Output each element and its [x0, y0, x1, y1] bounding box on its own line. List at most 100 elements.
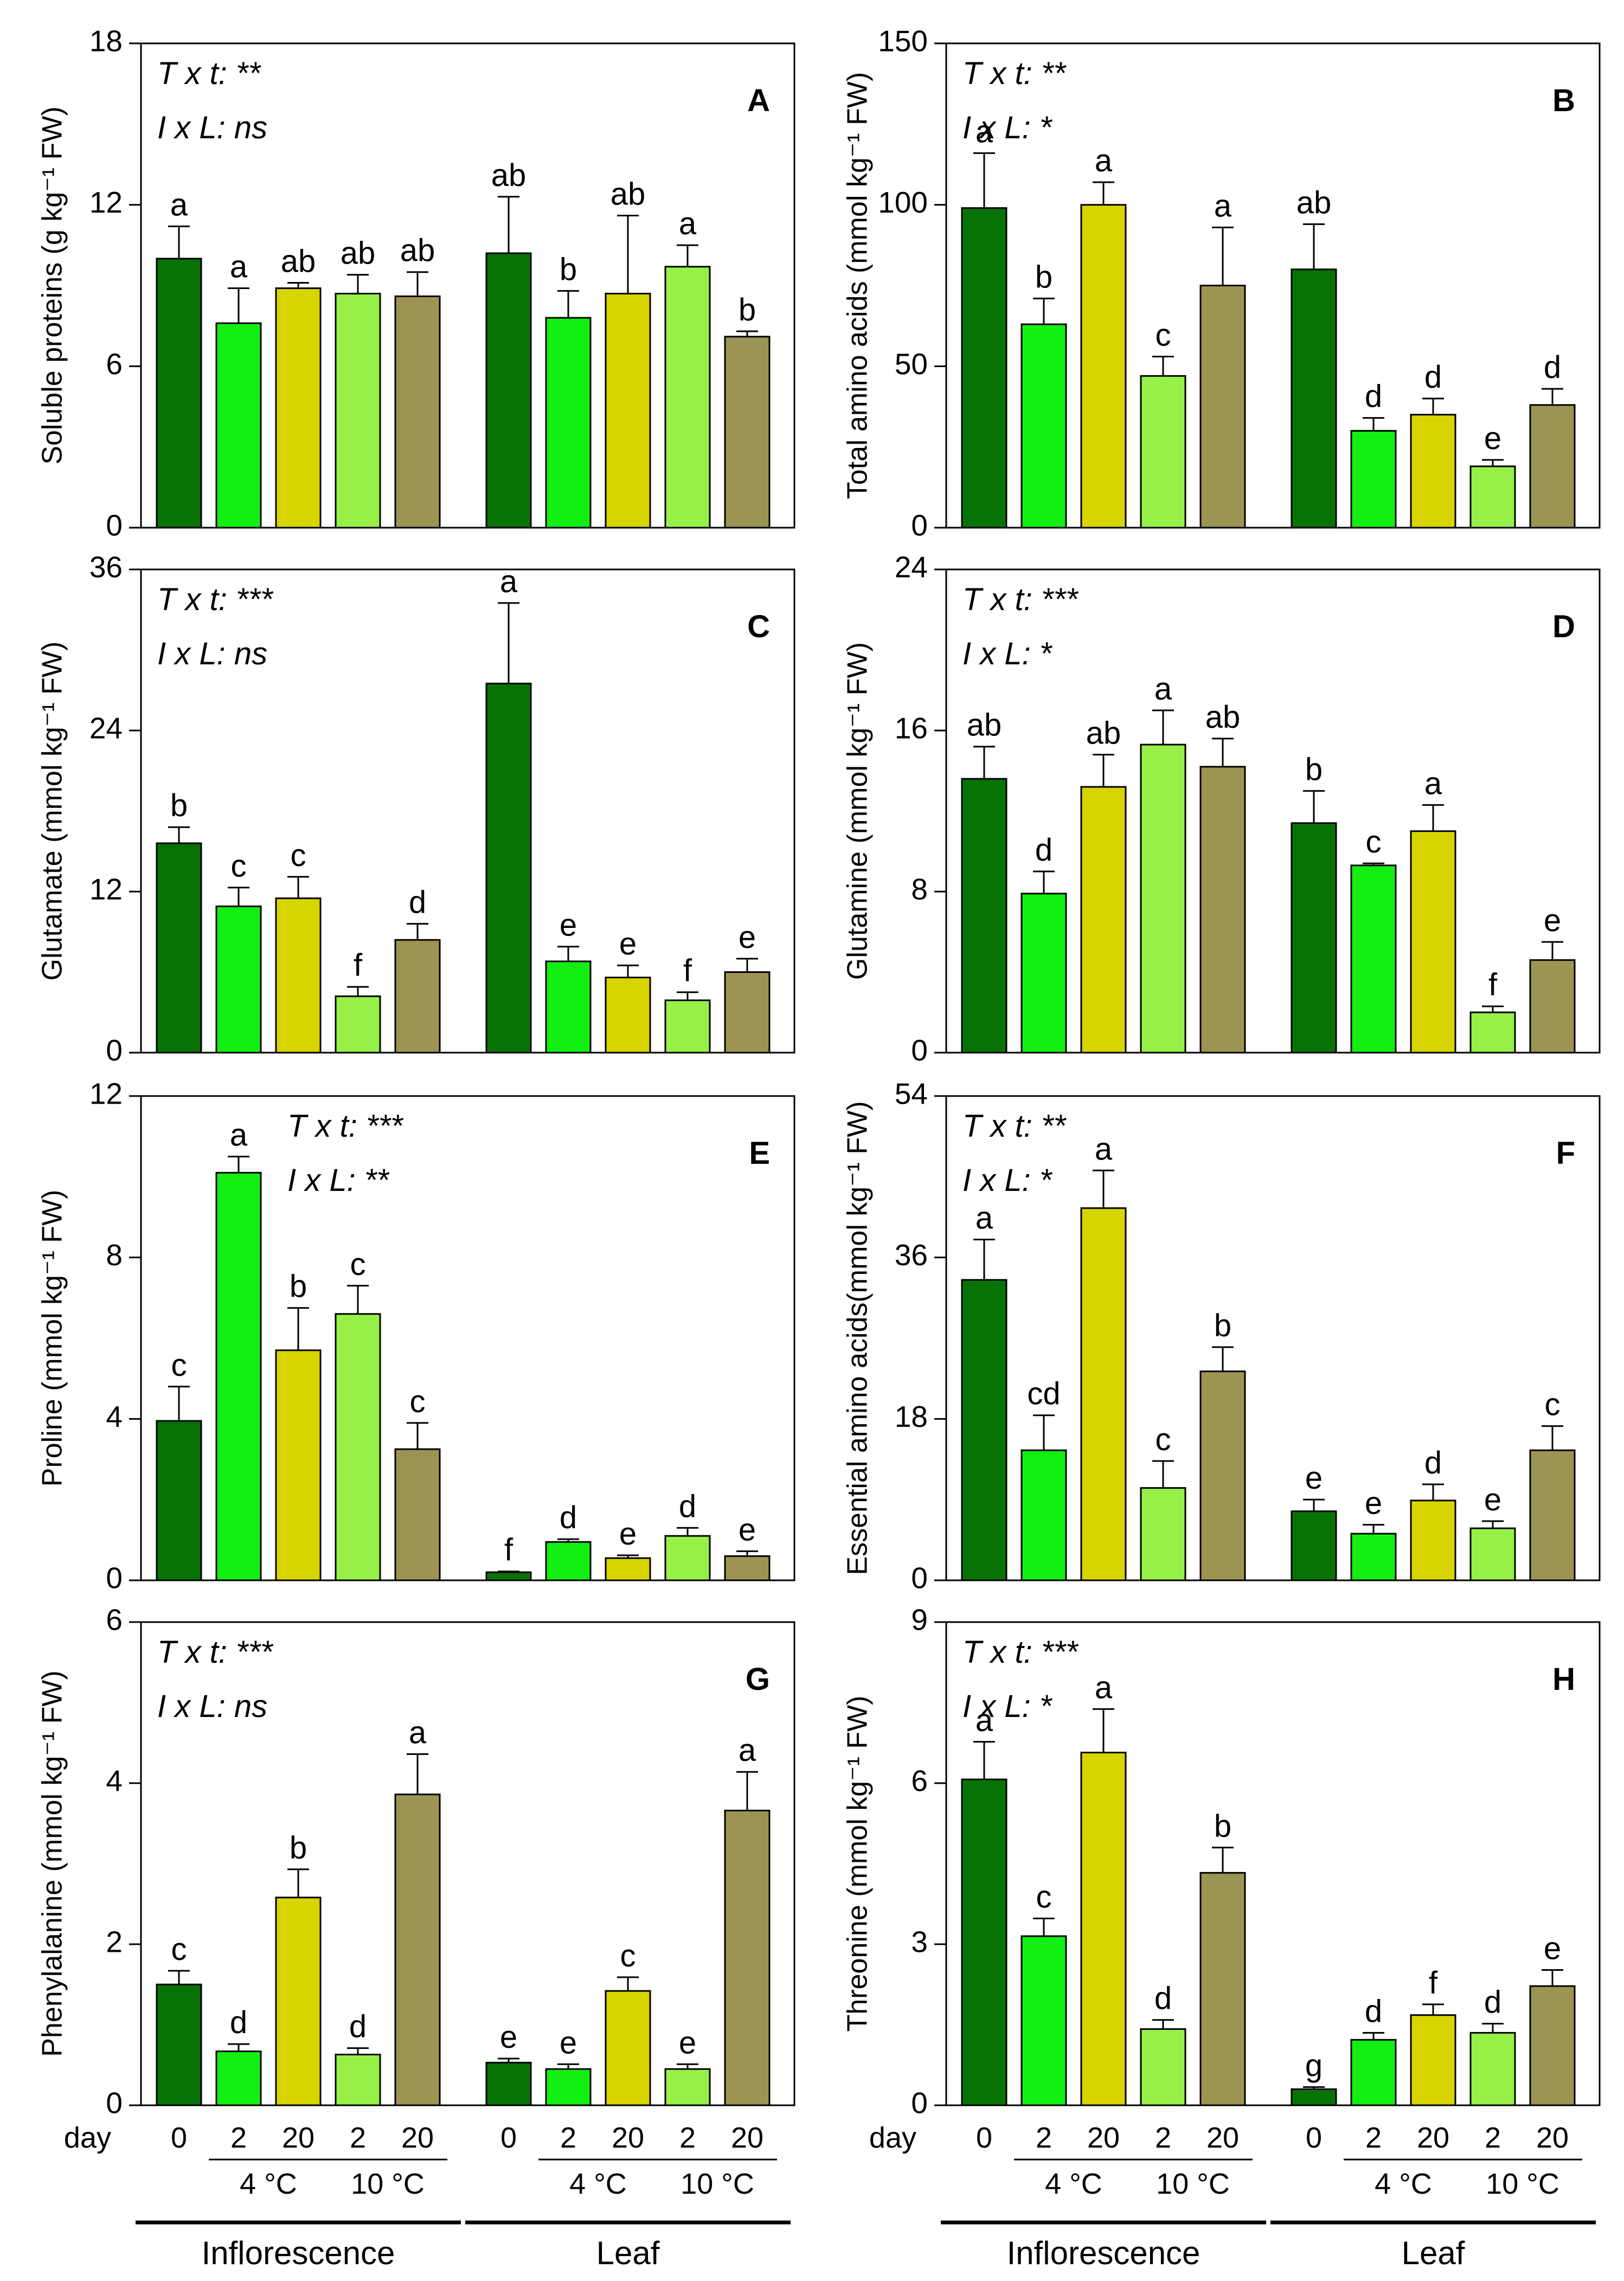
significance-letter: c: [350, 1247, 366, 1282]
bar: [664, 1535, 711, 1581]
bar: [156, 258, 202, 529]
bar: [1199, 1872, 1246, 2106]
bar: [1350, 2039, 1397, 2106]
significance-letter: e: [1484, 1482, 1501, 1517]
significance-letter: a: [170, 187, 188, 222]
plot-frame: [945, 1095, 1601, 1581]
significance-letter: e: [1365, 1485, 1382, 1521]
plot-frame: [140, 42, 795, 529]
bar: [1080, 1207, 1127, 1581]
bar: [275, 897, 322, 1054]
bar: [335, 2053, 381, 2106]
y-tick-label: 6: [106, 347, 123, 381]
significance-letter: c: [1036, 1879, 1052, 1914]
significance-letter: c: [231, 849, 247, 884]
temperature-label: 4 °C: [1375, 2168, 1432, 2200]
stat-annotation: I x L: **: [287, 1163, 390, 1198]
bar: [1199, 766, 1246, 1054]
bar: [545, 2068, 592, 2106]
significance-letter: a: [500, 564, 518, 599]
bar: [215, 1171, 262, 1581]
y-tick-label: 0: [911, 1034, 928, 1067]
plot-frame: [945, 1621, 1601, 2106]
x-axis-labels: day 0 2 20 2 20 4 °C 10 °C Inflorescence 0 2 20 2 20 4…: [869, 2122, 1596, 2271]
significance-letter: a: [975, 1703, 993, 1738]
significance-letter: d: [1365, 379, 1382, 414]
bar: [1140, 2028, 1186, 2106]
significance-letter: d: [1484, 1985, 1501, 2020]
bar: [1020, 1935, 1067, 2106]
y-axis-label: Proline (mmol kg⁻¹ FW): [37, 1190, 68, 1487]
significance-letter: b: [1305, 752, 1323, 787]
y-tick-label: 4: [106, 1400, 123, 1433]
day-tick-label: 0: [976, 2122, 992, 2154]
bar: [605, 1990, 651, 2106]
y-tick-label: 18: [895, 1400, 928, 1433]
bar: [664, 999, 711, 1054]
bar: [664, 2068, 711, 2106]
significance-letter: c: [1156, 1422, 1171, 1457]
significance-letter: e: [1544, 1931, 1561, 1966]
significance-letter: d: [1035, 832, 1052, 868]
significance-letter: e: [619, 926, 637, 962]
significance-letter: f: [1429, 1965, 1438, 2001]
significance-letter: a: [1424, 766, 1442, 801]
day-tick-label: 20: [1206, 2122, 1239, 2154]
y-tick-label: 6: [911, 1764, 928, 1798]
bar: [156, 1420, 202, 1581]
temperature-label: 10 °C: [1156, 2168, 1230, 2200]
bar: [724, 1555, 771, 1581]
significance-letter: c: [1366, 824, 1382, 860]
significance-letter: c: [1545, 1387, 1561, 1423]
y-tick-label: 0: [106, 509, 123, 542]
day-tick-label: 20: [1417, 2122, 1449, 2154]
bar: [394, 939, 441, 1054]
day-tick-label: 2: [1485, 2122, 1501, 2154]
stat-annotation: T x t: ***: [962, 582, 1079, 617]
significance-letter: a: [1095, 1131, 1113, 1167]
bar: [485, 1571, 532, 1581]
y-tick-label: 24: [895, 550, 928, 584]
day-label: day: [869, 2122, 916, 2154]
bar: [1410, 414, 1456, 529]
day-tick-label: 2: [1155, 2122, 1171, 2154]
bar: [1291, 1510, 1337, 1581]
day-tick-label: 20: [731, 2122, 763, 2154]
bar: [1080, 1752, 1127, 2106]
bar: [335, 292, 381, 529]
panel-g: 0 2 4 6 Phenylalanine (mmol kg⁻¹ FW) G T x t: …: [37, 1603, 795, 2271]
significance-letter: e: [500, 2020, 517, 2055]
bar: [215, 905, 262, 1054]
stat-annotation: T x t: ***: [287, 1109, 404, 1144]
stat-annotation: I x L: *: [962, 110, 1053, 145]
day-tick-label: 2: [350, 2122, 366, 2154]
bar: [1529, 1449, 1576, 1581]
bar: [1350, 1533, 1397, 1581]
bar: [394, 1793, 441, 2106]
significance-letter: b: [560, 252, 577, 287]
significance-letter: c: [620, 1938, 636, 1974]
plot-frame: [140, 568, 795, 1054]
significance-letter: b: [739, 292, 756, 328]
significance-letter: f: [1488, 967, 1498, 1003]
y-axis-label: Essential amino acids(mmol kg⁻¹ FW): [842, 1101, 874, 1575]
significance-letter: c: [291, 838, 306, 873]
bar: [1080, 786, 1127, 1054]
y-tick-label: 54: [895, 1077, 928, 1111]
bar: [961, 207, 1007, 529]
temperature-label: 4 °C: [1045, 2168, 1102, 2200]
day-tick-label: 20: [1087, 2122, 1120, 2154]
temperature-label: 10 °C: [1486, 2168, 1559, 2200]
bar: [961, 1279, 1007, 1581]
significance-letter: a: [1095, 1670, 1113, 1705]
significance-letter: ab: [491, 158, 527, 193]
significance-letter: c: [410, 1384, 426, 1419]
significance-letter: b: [290, 1830, 307, 1866]
day-tick-label: 0: [1306, 2122, 1322, 2154]
stat-annotation: T x t: ***: [157, 582, 274, 617]
day-tick-label: 2: [1365, 2122, 1382, 2154]
significance-letter: d: [409, 885, 426, 920]
bar: [156, 842, 202, 1054]
group-label: Leaf: [596, 2235, 660, 2271]
bar: [1020, 893, 1067, 1054]
